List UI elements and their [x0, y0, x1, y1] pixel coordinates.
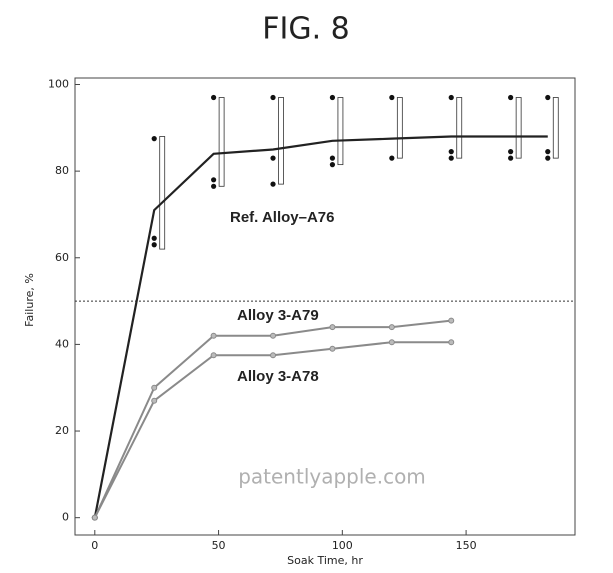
observation-dot: [508, 149, 514, 155]
observation-dot: [211, 177, 217, 183]
series-marker: [388, 324, 395, 331]
watermark: patentlyapple.com: [238, 465, 426, 489]
observation-dot: [151, 136, 157, 142]
chart-title: FIG. 8: [262, 12, 350, 47]
observation-dot: [545, 155, 551, 161]
series-marker: [270, 332, 277, 339]
series-label: Alloy 3-A78: [237, 368, 319, 385]
range-box: [552, 97, 559, 159]
x-tick-label: 0: [91, 539, 98, 552]
y-tick-label: 60: [55, 251, 69, 264]
observation-dot: [329, 155, 336, 161]
y-tick-label: 0: [62, 511, 69, 524]
x-tick-label: 50: [212, 539, 226, 552]
range-box: [456, 97, 463, 159]
observation-dot: [545, 94, 551, 101]
observation-dot: [211, 183, 217, 189]
range-box: [218, 97, 225, 187]
observation-dot: [329, 162, 336, 168]
observation-dot: [448, 155, 454, 161]
y-tick-label: 100: [48, 77, 69, 90]
observation-dot: [151, 235, 157, 241]
plot-frame: [74, 77, 576, 536]
series-label: Ref. Alloy–A76: [230, 209, 334, 226]
observation-dot: [448, 94, 454, 101]
observation-dot: [270, 94, 276, 101]
x-tick-label: 150: [456, 539, 477, 552]
series-marker: [151, 384, 158, 391]
observation-dot: [389, 94, 395, 101]
series-marker: [210, 332, 217, 339]
series-marker: [210, 352, 217, 359]
x-axis-label: Soak Time, hr: [287, 554, 363, 567]
series-marker: [329, 324, 336, 331]
series-line: [93, 135, 548, 518]
y-tick-label: 80: [55, 164, 69, 177]
series-marker: [448, 339, 455, 346]
observation-dot: [508, 94, 514, 101]
series-marker: [151, 397, 158, 404]
series-marker: [388, 339, 395, 346]
series-marker: [270, 352, 277, 359]
observation-dot: [448, 149, 454, 155]
range-box: [396, 97, 403, 159]
observation-dot: [270, 181, 276, 187]
y-tick-label: 40: [55, 337, 69, 350]
series-marker: [448, 317, 455, 324]
range-box: [515, 97, 522, 159]
observation-dot: [211, 94, 217, 101]
observation-dot: [329, 94, 336, 101]
range-box: [159, 136, 166, 250]
observation-dot: [270, 155, 276, 161]
x-tick-label: 100: [332, 539, 353, 552]
observation-dot: [545, 149, 551, 155]
y-tick-label: 20: [55, 424, 69, 437]
series-marker: [329, 345, 336, 352]
observation-dot: [151, 242, 157, 248]
series-marker: [91, 514, 98, 521]
y-axis-label: Failure, %: [23, 273, 36, 327]
observation-dot: [389, 155, 395, 161]
series-label: Alloy 3-A79: [237, 307, 319, 324]
range-box: [337, 97, 344, 166]
observation-dot: [508, 155, 514, 161]
range-box: [278, 97, 284, 185]
